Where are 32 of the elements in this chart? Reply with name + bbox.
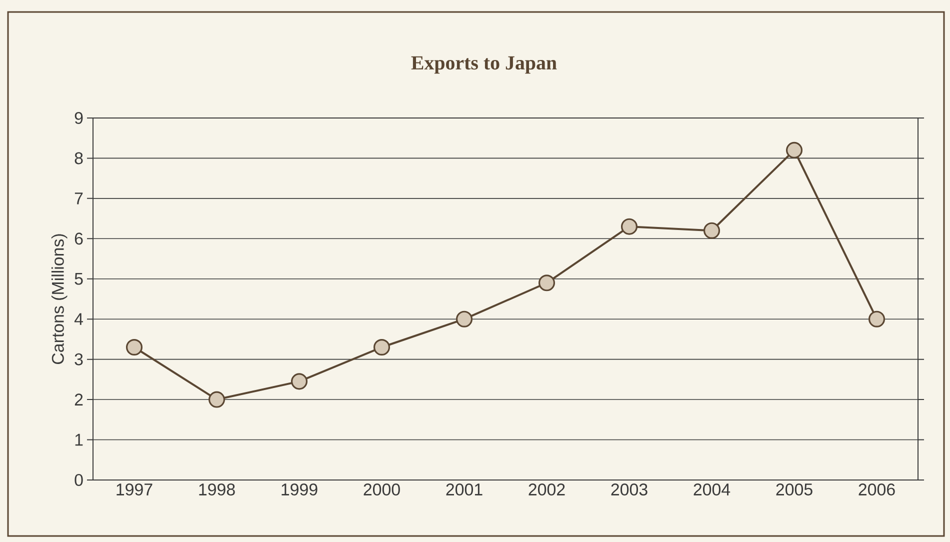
point — [868, 310, 886, 328]
point — [373, 338, 390, 356]
y-tick-label: 1 — [75, 434, 83, 446]
y-tick-label: 4 — [74, 313, 83, 325]
point — [786, 142, 803, 158]
x-tick-label: 2001 — [446, 483, 482, 496]
y-tick-label: 8 — [74, 152, 83, 164]
chart-title: Exports to Japan — [411, 56, 557, 74]
point — [456, 310, 473, 328]
x-tick-label: 2005 — [776, 483, 812, 496]
x-tick-label: 2006 — [858, 483, 895, 496]
y-tick-label: 7 — [74, 192, 83, 204]
x-tick-label: 2000 — [364, 483, 400, 496]
y-tick-label: 0 — [74, 474, 83, 486]
x-tick-label: 2003 — [611, 483, 648, 496]
point — [126, 338, 143, 356]
x-tick-label: 1997 — [116, 483, 152, 496]
x-tick-label: 2002 — [528, 483, 565, 496]
point — [290, 373, 308, 390]
y-tick-label: 9 — [74, 112, 83, 124]
point — [620, 218, 638, 235]
x-tick-label: 1998 — [199, 483, 235, 496]
y-tick-label: 6 — [74, 232, 83, 245]
point — [538, 274, 556, 292]
x-tick-label: 2004 — [694, 483, 730, 496]
y-axis-title: Cartons (Millions) — [51, 234, 68, 364]
y-tick-label: 3 — [74, 353, 83, 366]
x-tick-label: 1999 — [282, 483, 318, 496]
y-tick-label: 2 — [74, 394, 83, 406]
point — [703, 222, 720, 239]
point — [208, 391, 226, 408]
y-tick-label: 5 — [74, 272, 83, 285]
